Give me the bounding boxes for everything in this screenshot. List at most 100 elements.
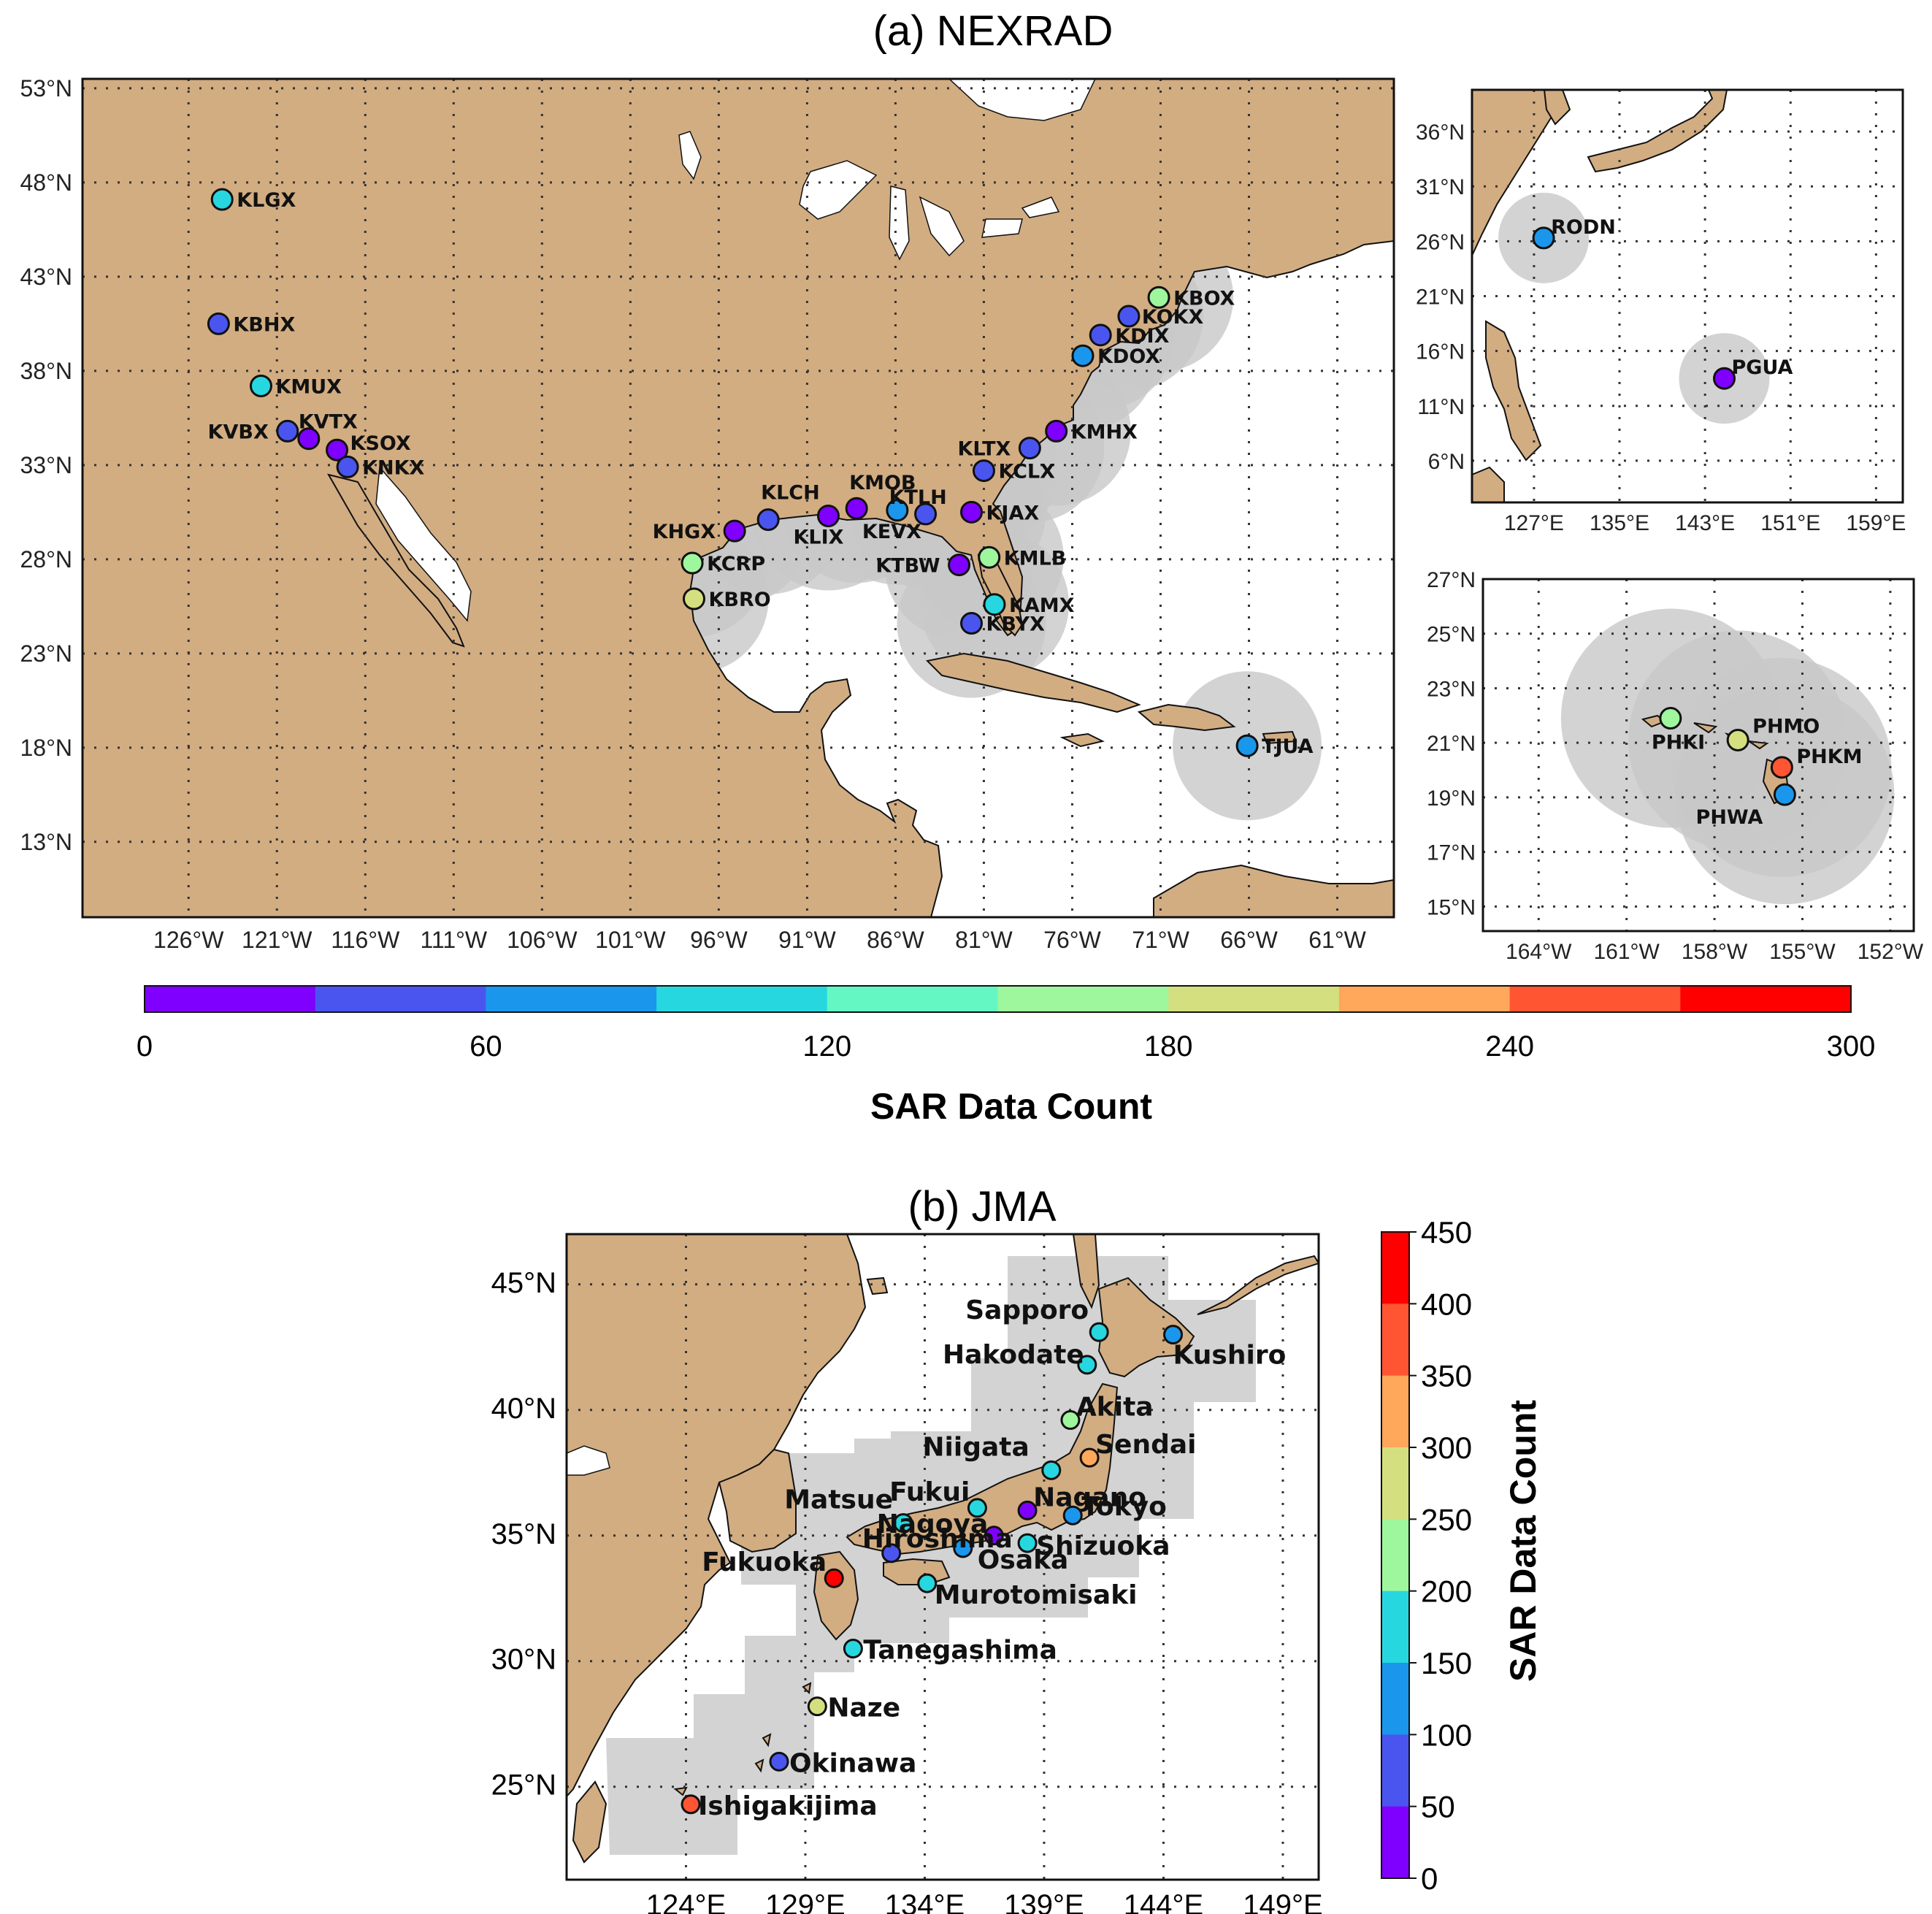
- panel-b-axis-ticks: 45°N 40°N 35°N 30°N 25°N 124°E 129°E 134°E 139°E…: [491, 1267, 1323, 1914]
- station-label: KTLH: [889, 486, 947, 509]
- asia-mainland: [567, 1234, 867, 1798]
- colorbar-b: 450 400 350 300 250 200 150 100 50 0: [1381, 1215, 1472, 1896]
- station-label: KMHX: [1071, 421, 1138, 443]
- station-marker: [1071, 344, 1095, 367]
- north-america-landmass: [83, 79, 1394, 917]
- station-marker: [1532, 226, 1555, 250]
- station-marker: [845, 497, 868, 520]
- lat-tick-label: 33°N: [20, 452, 73, 478]
- lat-tick-label: 30°N: [491, 1644, 556, 1676]
- lon-tick-label: 76°W: [1043, 927, 1101, 953]
- lon-tick-label: 71°W: [1132, 927, 1189, 953]
- station-marker: [1713, 367, 1736, 390]
- colorbar-b-tick: 350: [1421, 1359, 1472, 1393]
- station-marker: [1147, 286, 1170, 309]
- station-label: KTBW: [875, 555, 940, 578]
- station-label: KJAX: [986, 502, 1040, 524]
- colorbar-b-tick: 100: [1421, 1718, 1472, 1752]
- station-marker: [756, 508, 780, 532]
- lon-tick-label: 81°W: [955, 927, 1013, 953]
- colorbar-a-segment: [1338, 986, 1511, 1012]
- lon-tick-label: 111°W: [420, 927, 487, 953]
- lat-tick-label: 36°N: [1416, 120, 1465, 145]
- station-marker: [843, 1639, 863, 1659]
- station-marker: [276, 419, 299, 443]
- station-marker: [326, 438, 349, 462]
- sakhalin: [1072, 1234, 1100, 1309]
- station-label: Murotomisaki: [935, 1580, 1138, 1610]
- lat-tick-label: 16°N: [1416, 340, 1465, 364]
- inset-hawaii-ticks: 27°N 25°N 23°N 21°N 19°N 17°N 15°N 164°W 161°W 15…: [1427, 568, 1924, 964]
- station-label: RODN: [1551, 216, 1616, 239]
- station-marker: [1089, 324, 1112, 347]
- station-label: KEVX: [862, 521, 921, 543]
- panel-b-map: Sapporo Kushiro Hakodate Akita Sendai Niigata…: [567, 1234, 1319, 1880]
- inset-hawaii-gridlines: [1483, 579, 1914, 931]
- colorbar-b-segment: [1381, 1304, 1409, 1377]
- station-label: KCLX: [998, 461, 1055, 483]
- colorbar-a-segment: [827, 986, 999, 1012]
- colorbar-b-segment: [1381, 1447, 1409, 1520]
- hudson-bay-edge: [948, 79, 1096, 121]
- station-label: KBHX: [233, 313, 295, 336]
- colorbar-a-segment: [1509, 986, 1681, 1012]
- colorbar-b-tick: 450: [1421, 1215, 1472, 1249]
- station-marker: [1079, 1447, 1100, 1468]
- station-marker: [207, 312, 230, 335]
- station-label: Sendai: [1095, 1430, 1196, 1460]
- colorbar-b-tick: 0: [1421, 1861, 1438, 1896]
- lon-tick-label: 116°W: [331, 927, 400, 953]
- station-marker: [1062, 1505, 1083, 1526]
- station-marker: [914, 502, 938, 526]
- station-label: KLIX: [793, 527, 843, 549]
- cuba: [925, 652, 1141, 713]
- lon-tick-label: 158°W: [1682, 940, 1748, 964]
- station-marker: [917, 1573, 938, 1593]
- lon-tick-label: 151°E: [1760, 511, 1820, 535]
- station-marker: [1659, 707, 1682, 730]
- station-marker: [1045, 419, 1068, 443]
- station-label: Hakodate: [943, 1340, 1084, 1370]
- lat-tick-label: 21°N: [1427, 732, 1476, 756]
- station-label: KMOB: [849, 472, 916, 494]
- panel-b-stations: Sapporo Kushiro Hakodate Akita Sendai Niigata…: [681, 1295, 1287, 1821]
- lon-tick-label: 152°W: [1858, 940, 1924, 964]
- station-marker: [960, 612, 984, 635]
- lat-tick-label: 38°N: [20, 358, 73, 384]
- colorbar-b-segment: [1381, 1590, 1409, 1664]
- colorbar-a-tick: 300: [1827, 1030, 1876, 1063]
- station-label: Tokyo: [1081, 1492, 1167, 1522]
- station-label: PHWA: [1696, 806, 1763, 829]
- colorbar-a-segment: [1168, 986, 1340, 1012]
- station-label: Nagoya: [877, 1509, 989, 1539]
- lat-tick-label: 35°N: [491, 1518, 556, 1550]
- colorbar-b-segment: [1381, 1519, 1409, 1592]
- station-marker: [1060, 1410, 1081, 1431]
- station-label: KBOX: [1173, 287, 1235, 310]
- station-marker: [297, 427, 321, 451]
- station-marker: [967, 1498, 987, 1518]
- station-marker: [1773, 783, 1796, 806]
- colorbar-b-tick: 150: [1421, 1646, 1472, 1680]
- station-marker: [1089, 1322, 1109, 1342]
- station-marker: [336, 455, 359, 478]
- station-label: PHKM: [1796, 746, 1862, 768]
- lon-tick-label: 144°E: [1124, 1889, 1203, 1914]
- station-label: KVBX: [208, 421, 269, 443]
- station-marker: [1117, 305, 1141, 328]
- station-label: Sapporo: [965, 1295, 1089, 1325]
- station-label: Nagano: [1033, 1482, 1146, 1512]
- station-label: Kushiro: [1173, 1341, 1287, 1371]
- colorbar-a-tick: 240: [1485, 1030, 1534, 1063]
- station-marker: [948, 554, 971, 577]
- station-label: KCRP: [707, 553, 765, 575]
- station-label: Okinawa: [789, 1748, 916, 1778]
- panel-a-frame: [81, 77, 1395, 919]
- station-label: KNKX: [362, 456, 424, 479]
- station-marker: [682, 587, 705, 610]
- lon-tick-label: 126°W: [153, 927, 224, 953]
- lon-tick-label: 121°W: [242, 927, 313, 953]
- lon-tick-label: 135°E: [1590, 511, 1649, 535]
- lon-tick-label: 129°E: [765, 1889, 845, 1914]
- station-marker: [249, 375, 272, 398]
